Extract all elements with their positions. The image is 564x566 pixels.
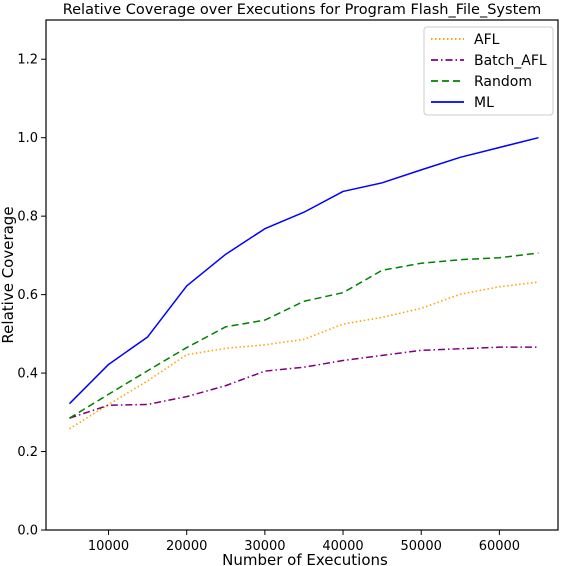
legend-label-ml: ML xyxy=(474,95,494,111)
y-tick-label: 0.6 xyxy=(17,288,38,303)
legend: AFL Batch_AFL Random ML xyxy=(423,26,554,116)
x-axis: 10000 20000 30000 40000 50000 60000 xyxy=(88,530,520,554)
y-tick-label: 0.0 xyxy=(17,524,38,539)
x-tick-label: 30000 xyxy=(244,539,285,554)
x-tick-label: 40000 xyxy=(322,539,363,554)
x-tick-label: 20000 xyxy=(166,539,207,554)
series-line-random xyxy=(69,252,539,419)
legend-label-random: Random xyxy=(474,74,532,90)
x-tick-label: 10000 xyxy=(88,539,129,554)
legend-label-batch-afl: Batch_AFL xyxy=(474,53,547,69)
y-tick-label: 0.8 xyxy=(17,210,38,225)
legend-label-afl: AFL xyxy=(474,32,500,48)
series-line-ml xyxy=(68,136,539,405)
chart-title: Relative Coverage over Executions for Pr… xyxy=(63,2,542,18)
y-tick-label: 0.4 xyxy=(17,367,38,382)
x-tick-label: 60000 xyxy=(479,539,520,554)
y-tick-label: 0.2 xyxy=(17,445,38,460)
y-axis: 0.0 0.2 0.4 0.6 0.8 1.0 1.2 xyxy=(17,53,46,539)
y-axis-title: Relative Coverage xyxy=(0,206,17,343)
series-line-afl xyxy=(69,281,539,430)
x-tick-label: 50000 xyxy=(401,539,442,554)
y-tick-label: 1.2 xyxy=(17,53,38,68)
y-tick-label: 1.0 xyxy=(17,131,38,146)
x-axis-title: Number of Executions xyxy=(222,551,388,566)
legend-box xyxy=(423,26,554,116)
series-layer xyxy=(68,136,539,430)
plot-frame xyxy=(45,19,559,531)
